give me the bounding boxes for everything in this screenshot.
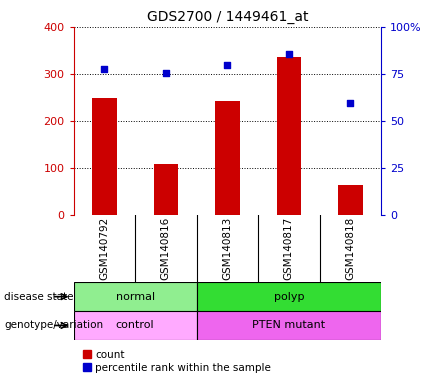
Text: PTEN mutant: PTEN mutant (252, 320, 325, 331)
Bar (197, 311, 381, 340)
Text: normal: normal (116, 291, 155, 302)
Text: GSM140817: GSM140817 (284, 217, 294, 280)
Legend: count, percentile rank within the sample: count, percentile rank within the sample (79, 346, 275, 377)
Point (162, 70, 169, 76)
Text: control: control (116, 320, 155, 331)
Title: GDS2700 / 1449461_at: GDS2700 / 1449461_at (147, 10, 308, 25)
Bar (92, 98, 116, 215)
Bar (338, 185, 362, 215)
Text: GSM140813: GSM140813 (222, 217, 233, 280)
Point (347, 100, 354, 106)
Bar (154, 164, 178, 215)
Bar (74, 282, 197, 311)
Text: GSM140792: GSM140792 (99, 217, 110, 280)
Bar (277, 58, 301, 215)
Text: disease state: disease state (4, 291, 74, 302)
Bar (74, 311, 197, 340)
Text: polyp: polyp (274, 291, 304, 302)
Text: GSM140818: GSM140818 (345, 217, 355, 280)
Point (285, 51, 292, 57)
Bar (215, 101, 239, 215)
Bar (197, 282, 381, 311)
Point (224, 62, 231, 68)
Point (101, 66, 108, 72)
Text: GSM140816: GSM140816 (161, 217, 171, 280)
Text: genotype/variation: genotype/variation (4, 320, 103, 331)
